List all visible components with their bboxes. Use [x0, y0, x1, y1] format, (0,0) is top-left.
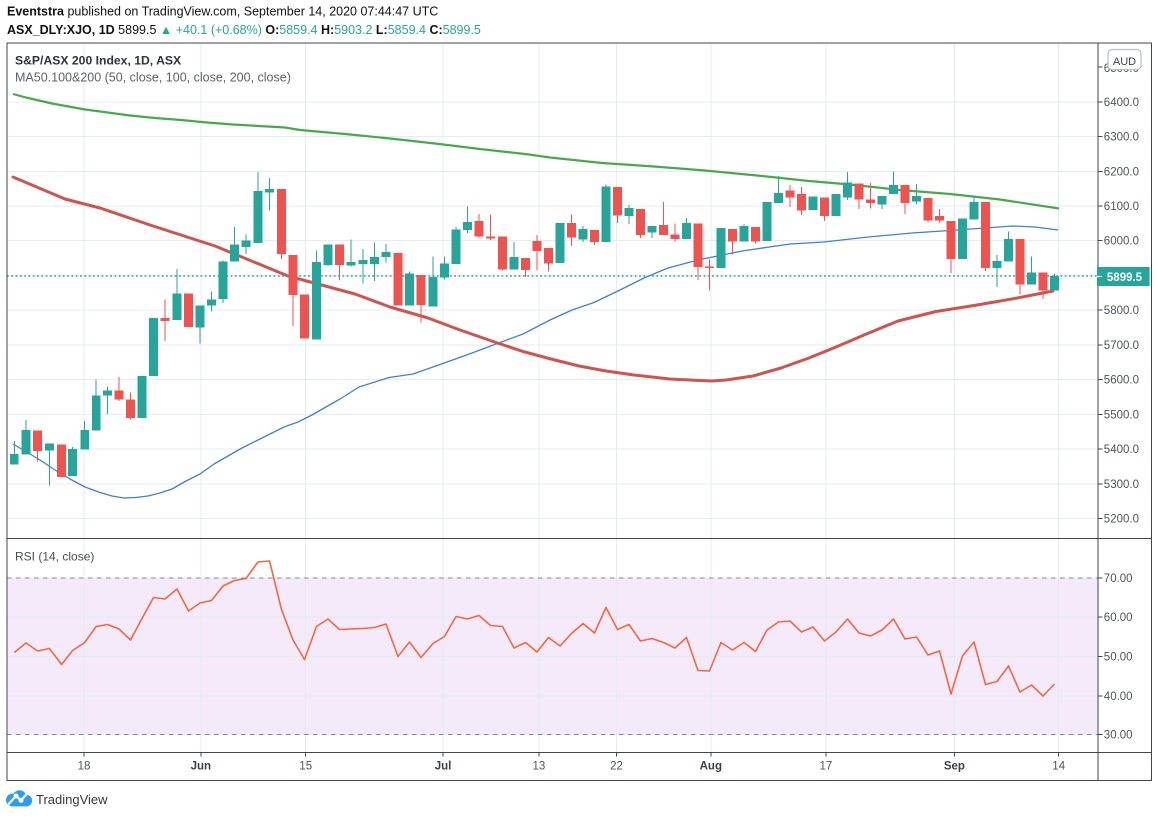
svg-text:6200.0: 6200.0 — [1104, 166, 1139, 178]
svg-text:Sep: Sep — [944, 761, 965, 773]
svg-text:5899.5: 5899.5 — [1107, 272, 1143, 284]
svg-text:5200.0: 5200.0 — [1104, 514, 1139, 526]
svg-text:22: 22 — [610, 761, 623, 773]
svg-text:5500.0: 5500.0 — [1104, 409, 1139, 421]
svg-text:Eventstra published on Trading: Eventstra published on TradingView.com, … — [7, 5, 438, 19]
svg-text:RSI (14, close): RSI (14, close) — [15, 550, 94, 564]
svg-text:5300.0: 5300.0 — [1104, 479, 1139, 491]
svg-text:50.00: 50.00 — [1104, 652, 1133, 664]
svg-text:60.00: 60.00 — [1104, 612, 1133, 624]
svg-text:40.00: 40.00 — [1104, 691, 1133, 703]
svg-text:6300.0: 6300.0 — [1104, 132, 1139, 144]
svg-text:17: 17 — [820, 761, 833, 773]
svg-text:Aug: Aug — [700, 761, 722, 773]
svg-text:18: 18 — [78, 761, 91, 773]
svg-text:AUD: AUD — [1113, 56, 1136, 68]
svg-text:30.00: 30.00 — [1104, 730, 1133, 742]
svg-text:5400.0: 5400.0 — [1104, 444, 1139, 456]
svg-text:S&P/ASX 200 Index, 1D, ASX: S&P/ASX 200 Index, 1D, ASX — [15, 54, 182, 68]
svg-text:TradingView: TradingView — [36, 792, 108, 807]
svg-text:15: 15 — [299, 761, 312, 773]
svg-text:Jun: Jun — [191, 761, 211, 773]
svg-text:6000.0: 6000.0 — [1104, 236, 1139, 248]
svg-text:13: 13 — [533, 761, 546, 773]
svg-text:5800.0: 5800.0 — [1104, 305, 1139, 317]
svg-text:14: 14 — [1052, 761, 1065, 773]
svg-text:6100.0: 6100.0 — [1104, 201, 1139, 213]
svg-text:70.00: 70.00 — [1104, 573, 1133, 585]
svg-text:6400.0: 6400.0 — [1104, 97, 1139, 109]
svg-text:MA50.100&200 (50, close, 100,: MA50.100&200 (50, close, 100, close, 200… — [15, 71, 291, 85]
svg-text:ASX_DLY:XJO, 1D 5899.5 ▲ +40.1: ASX_DLY:XJO, 1D 5899.5 ▲ +40.1 (+0.68%) … — [7, 23, 481, 37]
svg-text:5600.0: 5600.0 — [1104, 375, 1139, 387]
svg-text:5700.0: 5700.0 — [1104, 340, 1139, 352]
svg-text:Jul: Jul — [435, 761, 452, 773]
